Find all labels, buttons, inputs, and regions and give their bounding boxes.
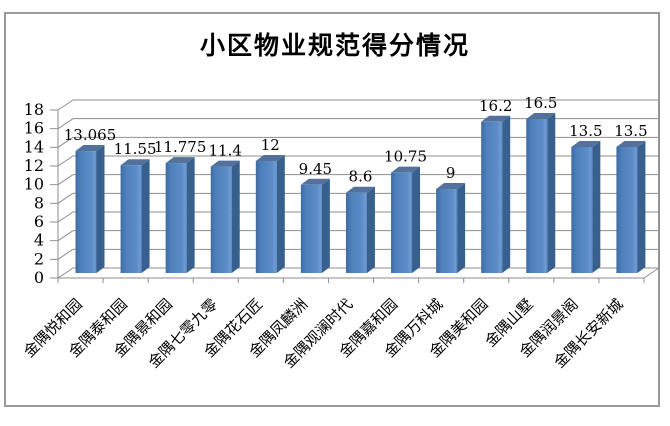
bar-side-face bbox=[231, 160, 240, 273]
y-axis-label: 6 bbox=[34, 212, 44, 231]
y-axis-label: 14 bbox=[24, 137, 44, 156]
bar-side-face bbox=[186, 157, 195, 273]
bar-front-face bbox=[526, 119, 548, 273]
bar-top-face bbox=[481, 115, 511, 122]
bar-top-face bbox=[165, 157, 195, 164]
bar-side-face bbox=[141, 159, 150, 273]
bar-top-face bbox=[345, 186, 375, 193]
bar-data-label: 11.4 bbox=[209, 142, 242, 160]
bar-front-face bbox=[165, 163, 187, 273]
bar-金隅美和园 bbox=[481, 115, 511, 273]
bar-data-label: 12 bbox=[261, 136, 280, 154]
gridline-side-wall bbox=[57, 248, 74, 260]
bar-side-face bbox=[637, 141, 646, 273]
bar-data-label: 11.775 bbox=[154, 138, 207, 156]
gridline-side-wall bbox=[57, 155, 74, 167]
bar-金隅泰和园 bbox=[120, 159, 150, 273]
bar-data-label: 13.5 bbox=[569, 122, 602, 140]
gridline-side-wall bbox=[57, 136, 74, 148]
gridline-side-wall bbox=[57, 118, 74, 130]
y-axis-label: 2 bbox=[34, 249, 44, 268]
bar-金隅山墅 bbox=[526, 113, 556, 273]
bar-front-face bbox=[616, 147, 638, 273]
bar-金隅凤麟洲 bbox=[300, 178, 330, 273]
bar-front-face bbox=[255, 161, 277, 273]
y-axis-label: 8 bbox=[34, 193, 44, 212]
bar-金隅嘉和园 bbox=[391, 166, 421, 273]
bar-front-face bbox=[75, 151, 97, 273]
bar-top-face bbox=[300, 178, 330, 185]
bar-金隅悦和园 bbox=[75, 145, 105, 273]
bar-data-label: 16.5 bbox=[524, 94, 557, 112]
bar-data-label: 10.75 bbox=[384, 148, 427, 166]
bar-side-face bbox=[276, 155, 285, 273]
bar-top-face bbox=[391, 166, 421, 173]
bar-金隅观澜时代 bbox=[345, 186, 375, 273]
gridline-side-wall bbox=[57, 99, 74, 111]
bar-front-face bbox=[300, 184, 322, 273]
bar-top-face bbox=[255, 155, 285, 161]
gridline-side-wall bbox=[57, 174, 74, 186]
bar-front-face bbox=[210, 166, 232, 273]
y-axis-label: 4 bbox=[34, 231, 44, 250]
bar-top-face bbox=[210, 160, 240, 167]
bar-top-face bbox=[526, 113, 556, 119]
bar-top-face bbox=[436, 183, 466, 189]
bar-top-face bbox=[120, 159, 150, 166]
bar-front-face bbox=[391, 172, 413, 273]
gridline-side-wall bbox=[57, 211, 74, 223]
bar-data-label: 8.6 bbox=[349, 168, 373, 186]
bar-side-face bbox=[457, 183, 466, 273]
chart-title: 小区物业规范得分情况 bbox=[199, 31, 470, 60]
bar-金隅长安新城 bbox=[616, 141, 646, 273]
gridline-side-wall bbox=[57, 267, 74, 279]
bar-front-face bbox=[481, 121, 503, 273]
bar-top-face bbox=[616, 141, 646, 147]
bar-front-face bbox=[436, 189, 458, 273]
bar-side-face bbox=[502, 115, 511, 273]
bar-data-label: 13.065 bbox=[64, 126, 117, 144]
gridline-side-wall bbox=[57, 230, 74, 242]
bar-data-label: 11.55 bbox=[114, 140, 157, 158]
y-axis-label: 0 bbox=[34, 268, 44, 287]
bar-data-label: 13.5 bbox=[614, 122, 647, 140]
floor-right-edge bbox=[643, 267, 660, 279]
bar-side-face bbox=[412, 166, 421, 273]
bar-data-label: 9 bbox=[446, 164, 456, 182]
bar-side-face bbox=[366, 186, 375, 273]
bar-金隅润景阁 bbox=[571, 141, 601, 273]
bar-side-face bbox=[321, 178, 330, 273]
bar-data-label: 16.2 bbox=[479, 97, 512, 115]
bar-front-face bbox=[571, 147, 593, 273]
gridline-side-wall bbox=[57, 192, 74, 204]
y-axis-label: 18 bbox=[24, 100, 44, 119]
y-axis-label: 12 bbox=[24, 156, 44, 175]
y-axis-label: 10 bbox=[24, 175, 44, 194]
bar-side-face bbox=[547, 113, 556, 273]
bar-top-face bbox=[571, 141, 601, 147]
bar-金隅景和园 bbox=[165, 157, 195, 273]
bar-金隅七零九零 bbox=[210, 160, 240, 273]
bar-front-face bbox=[120, 165, 142, 273]
bar-side-face bbox=[96, 145, 105, 273]
bar-金隅万科城 bbox=[436, 183, 466, 273]
bar-front-face bbox=[345, 192, 367, 273]
bar-金隅花石匠 bbox=[255, 155, 285, 273]
bar-data-label: 9.45 bbox=[299, 160, 332, 178]
bar-side-face bbox=[592, 141, 601, 273]
y-axis-label: 16 bbox=[24, 119, 44, 138]
bar-top-face bbox=[75, 145, 105, 152]
